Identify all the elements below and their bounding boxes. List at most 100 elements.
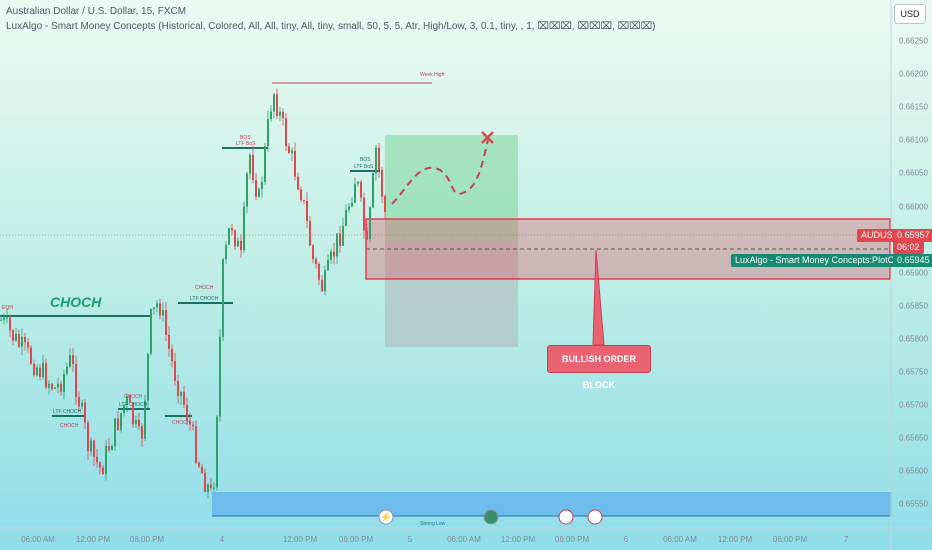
candle-body — [153, 307, 155, 310]
price-axis-label: 0.65850 — [899, 301, 928, 311]
choch-big-label: CHOCH — [50, 294, 102, 310]
candle-body — [285, 118, 287, 147]
ltf-choch-label-2: LTF CHOCH — [119, 402, 148, 408]
candle-body — [21, 336, 23, 347]
svg-text:⚡: ⚡ — [380, 511, 391, 523]
eqh-label: EQH — [2, 305, 13, 311]
bos-label-1: BOS — [240, 135, 251, 141]
candle-body — [324, 270, 326, 292]
candle-body — [249, 154, 251, 174]
time-axis-label: 06:00 PM — [129, 535, 165, 544]
candle-body — [333, 251, 335, 257]
currency-button[interactable]: USD — [894, 4, 926, 24]
candle-body — [264, 146, 266, 182]
ltf-choch-label-3: LTF CHOCH — [190, 296, 219, 302]
candle-body — [180, 391, 182, 397]
price-axis-label: 0.66250 — [899, 36, 928, 46]
candle-body — [354, 183, 356, 203]
candle-body — [219, 336, 221, 417]
candle-body — [162, 310, 164, 316]
countdown-tag: 06:02 — [893, 241, 924, 254]
candle-body — [87, 422, 89, 452]
candle-body — [321, 279, 323, 292]
candle-body — [15, 333, 17, 341]
candle-body — [144, 400, 146, 439]
flash-event-icon[interactable] — [378, 509, 394, 525]
candle-body — [210, 484, 212, 489]
candle-body — [207, 484, 209, 492]
candle-body — [120, 413, 122, 430]
time-axis-label: 5 — [407, 535, 413, 544]
choch-small-label-3: CHOCH — [172, 420, 191, 426]
candle-body — [204, 473, 206, 492]
candle-body — [0, 319, 2, 321]
candle-body — [375, 147, 377, 174]
ltf-bos-label-2: LTF BoS — [354, 164, 374, 170]
candle-body — [225, 244, 227, 260]
candle-body — [261, 181, 263, 190]
price-axis-label: 0.66150 — [899, 102, 928, 112]
candle-body — [117, 418, 119, 430]
time-axis-label: 12:00 PM — [717, 535, 753, 544]
candle-body — [174, 361, 176, 381]
bullish-order-block-callout[interactable]: BULLISH ORDER BLOCK — [547, 345, 651, 390]
candle-body — [48, 383, 50, 388]
candle-body — [345, 210, 347, 226]
candle-body — [351, 202, 353, 207]
candle-body — [291, 150, 293, 153]
time-axis-label: 06:00 AM — [663, 535, 697, 544]
chart-header: Australian Dollar / U.S. Dollar, 15, FXC… — [6, 4, 656, 34]
candle-body — [246, 173, 248, 207]
candle-body — [192, 424, 194, 427]
candle-body — [222, 259, 224, 337]
candle-body — [6, 317, 8, 319]
candle-body — [9, 317, 11, 331]
candle-body — [18, 333, 20, 347]
candle-body — [363, 197, 365, 231]
candle-body — [171, 348, 173, 362]
indicator-name-tag: LuxAlgo - Smart Money Concepts:PlotCandl… — [731, 254, 921, 267]
bos-label-2: BOS — [360, 157, 371, 163]
candle-body — [186, 404, 188, 421]
price-axis-label: 0.65700 — [899, 400, 928, 410]
candle-body — [381, 169, 383, 197]
candle-body — [90, 440, 92, 452]
candle-body — [318, 264, 320, 280]
candle-body — [30, 347, 32, 364]
candle-body — [294, 150, 296, 177]
price-axis-label: 0.66000 — [899, 202, 928, 212]
candle-body — [54, 387, 56, 389]
candle-body — [195, 426, 197, 463]
candle-body — [276, 94, 278, 117]
candle-body — [360, 182, 362, 198]
candle-body — [39, 367, 41, 378]
candle-body — [45, 362, 47, 388]
strong-low-label: Strong Low — [420, 521, 446, 527]
candle-body — [105, 446, 107, 475]
candle-body — [99, 462, 101, 468]
globe-event-icon[interactable] — [483, 509, 499, 525]
candle-body — [330, 251, 332, 260]
us-flag-event-icon-2[interactable] — [587, 509, 603, 525]
indicator-title[interactable]: LuxAlgo - Smart Money Concepts (Historic… — [6, 21, 656, 32]
candle-body — [288, 146, 290, 153]
candle-body — [177, 380, 179, 397]
candle-body — [12, 330, 14, 341]
candle-body — [189, 420, 191, 425]
choch-small-label-2: CHOCH — [124, 394, 143, 400]
candle-body — [240, 240, 242, 251]
candle-body — [342, 225, 344, 246]
candle-body — [72, 355, 74, 365]
time-axis-label: 12:00 PM — [282, 535, 318, 544]
candle-body — [198, 462, 200, 467]
candle-body — [243, 206, 245, 251]
candle-body — [258, 189, 260, 197]
us-flag-event-icon[interactable] — [558, 509, 574, 525]
price-axis-label: 0.65800 — [899, 334, 928, 344]
candle-body — [111, 445, 113, 451]
candle-body — [51, 383, 53, 389]
time-axis-label: 06:00 PM — [772, 535, 808, 544]
symbol-title[interactable]: Australian Dollar / U.S. Dollar, 15, FXC… — [6, 6, 187, 17]
